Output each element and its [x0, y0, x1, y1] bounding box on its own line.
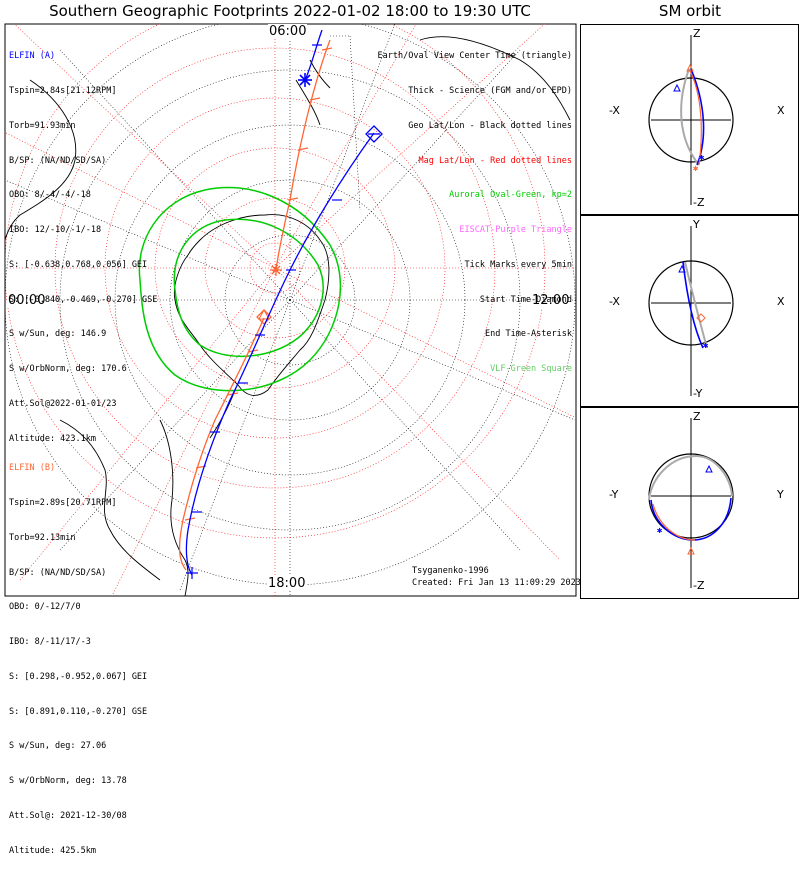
elfin-a-line: Torb=91.93min	[9, 120, 76, 131]
elfin-a-line: B/SP: (NA/ND/SD/SA)	[9, 155, 107, 166]
orbit-panel-xy: ✱ Y -Y -X X	[580, 215, 799, 407]
panel2-right-label: X	[777, 295, 785, 308]
elfin-a-line: S: [-0.840,-0.469,-0.270] GSE	[9, 294, 158, 305]
legend-item: Tick Marks every 5min	[464, 259, 572, 270]
legend-item: Mag Lat/Lon - Red dotted lines	[418, 155, 572, 166]
orbit-plot-xz: ✱ ✱	[648, 35, 734, 205]
panel3-right-label: Y	[777, 488, 784, 501]
legend-item: EISCAT-Purple Triangle	[459, 225, 572, 236]
elfin-b-line: Altitude: 425.5km	[9, 845, 96, 856]
elfin-b-line: IBO: 8/-11/17/-3	[9, 637, 91, 648]
model-label: Tsyganenko-1996	[412, 566, 489, 576]
panel2-top-label: Y	[693, 218, 700, 231]
created-label: Created: Fri Jan 13 11:09:29 2023	[412, 578, 581, 588]
elfin-a-line: Altitude: 423.1km	[9, 433, 96, 444]
elfin-b-ticks	[184, 47, 333, 521]
mag-lon-grid	[5, 24, 576, 596]
orbit-plot-xy: ✱	[648, 226, 734, 396]
clock-label-right: 12:00	[531, 293, 571, 308]
elfin-b-end-asterisk	[270, 264, 282, 276]
panel1-left-label: -X	[609, 104, 620, 117]
svg-text:✱: ✱	[657, 526, 663, 536]
elfin-b-line: S: [0.891,0.110,-0.270] GSE	[9, 706, 148, 717]
elfin-b-line: B/SP: (NA/ND/SD/SA)	[9, 567, 107, 578]
auroral-oval	[138, 186, 342, 392]
footprint-map	[4, 23, 577, 597]
panel3-top-label: Z	[693, 410, 701, 423]
australia-outline	[419, 36, 571, 121]
legend-item: Start Time-Diamond	[479, 294, 572, 305]
legend-item: Geo Lat/Lon - Black dotted lines	[408, 120, 572, 131]
panel1-right-label: X	[777, 104, 785, 117]
panel3-left-label: -Y	[609, 488, 619, 501]
panel1-bottom-label: -Z	[693, 196, 705, 209]
svg-text:✱: ✱	[693, 164, 699, 174]
legend-item: Earth/Oval View Center Time (triangle)	[377, 51, 572, 62]
elfin-a-ticks	[192, 44, 342, 513]
elfin-b-line: S w/Sun, deg: 27.06	[9, 741, 107, 752]
elfin-a-line: IBO: 12/-10/-1/-18	[9, 225, 102, 236]
elfin-a-track	[185, 29, 375, 576]
legend-item: End Time-Asterisk	[485, 329, 572, 340]
panel3-bottom-label: -Z	[693, 579, 705, 592]
svg-text:✱: ✱	[703, 341, 709, 351]
elfin-a-end-asterisk-2	[186, 567, 198, 579]
clock-label-left: 00:00	[7, 293, 47, 308]
elfin-b-line: ELFIN (B)	[9, 463, 56, 474]
elfin-b-line: S w/OrbNorm, deg: 13.78	[9, 776, 127, 787]
earth-circle	[648, 77, 734, 163]
map-frame	[4, 23, 577, 597]
orbit-panel-xz: ✱ ✱ Z -Z -X X	[580, 24, 799, 215]
elfin-b-line: S: [0.298,-0.952,0.067] GEI	[9, 671, 148, 682]
clock-label-top: 06:00	[268, 24, 308, 39]
legend-item: Thick - Science (FGM and/or EPD)	[408, 85, 572, 96]
south-america-outline	[59, 419, 189, 596]
elfin-b-line: Tspin=2.89s[20.71RPM]	[9, 497, 117, 508]
elfin-a-line: OBO: 8/-4/-4/-18	[9, 190, 91, 201]
elfin-a-line: ELFIN (A)	[9, 51, 56, 62]
svg-text:✱: ✱	[699, 153, 705, 163]
elfin-a-info: ELFIN (A) Tspin=2.84s[21.12RPM] Torb=91.…	[9, 28, 157, 457]
elfin-a-line: Tspin=2.84s[21.12RPM]	[9, 85, 117, 96]
legend: Earth/Oval View Center Time (triangle) T…	[378, 28, 572, 387]
legend-item: VLF-Green Square	[490, 364, 572, 375]
elfin-a-line: S w/OrbNorm, deg: 170.6	[9, 364, 127, 375]
elfin-a-line: S: [-0.638,0.768,0.056] GEI	[9, 259, 148, 270]
panel2-left-label: -X	[609, 295, 620, 308]
panel2-bottom-label: -Y	[693, 387, 703, 400]
africa-outline	[5, 79, 77, 241]
elfin-a-line: S w/Sun, deg: 146.9	[9, 329, 107, 340]
elfin-a-end-asterisk	[298, 73, 312, 87]
page-title: Southern Geographic Footprints 2022-01-0…	[49, 2, 531, 20]
orbit-title: SM orbit	[658, 2, 722, 20]
view-center-lines	[330, 35, 361, 211]
elfin-b-line: Att.Sol@: 2021-12-30/08	[9, 811, 127, 821]
clock-label-bottom: 18:00	[267, 576, 307, 591]
elfin-b-track	[178, 39, 331, 571]
orbit-panel-yz: ✱ Z -Z -Y Y	[580, 407, 799, 599]
earth-circle	[648, 260, 734, 346]
orbit-plot-yz: ✱	[648, 418, 734, 588]
geo-lon-grid	[5, 24, 576, 596]
elfin-b-line: Torb=92.13min	[9, 532, 76, 543]
elfin-a-start-diamond	[365, 125, 383, 143]
elfin-b-view-triangle	[258, 308, 270, 320]
legend-item: Auroral Oval-Green, kp=2	[449, 190, 572, 201]
elfin-b-info: ELFIN (B) Tspin=2.89s[20.71RPM] Torb=92.…	[9, 440, 147, 869]
panel1-top-label: Z	[693, 27, 701, 40]
elfin-a-line: Att.Sol@2022-01-01/23	[9, 399, 117, 409]
elfin-b-line: OBO: 0/-12/7/0	[9, 602, 81, 613]
